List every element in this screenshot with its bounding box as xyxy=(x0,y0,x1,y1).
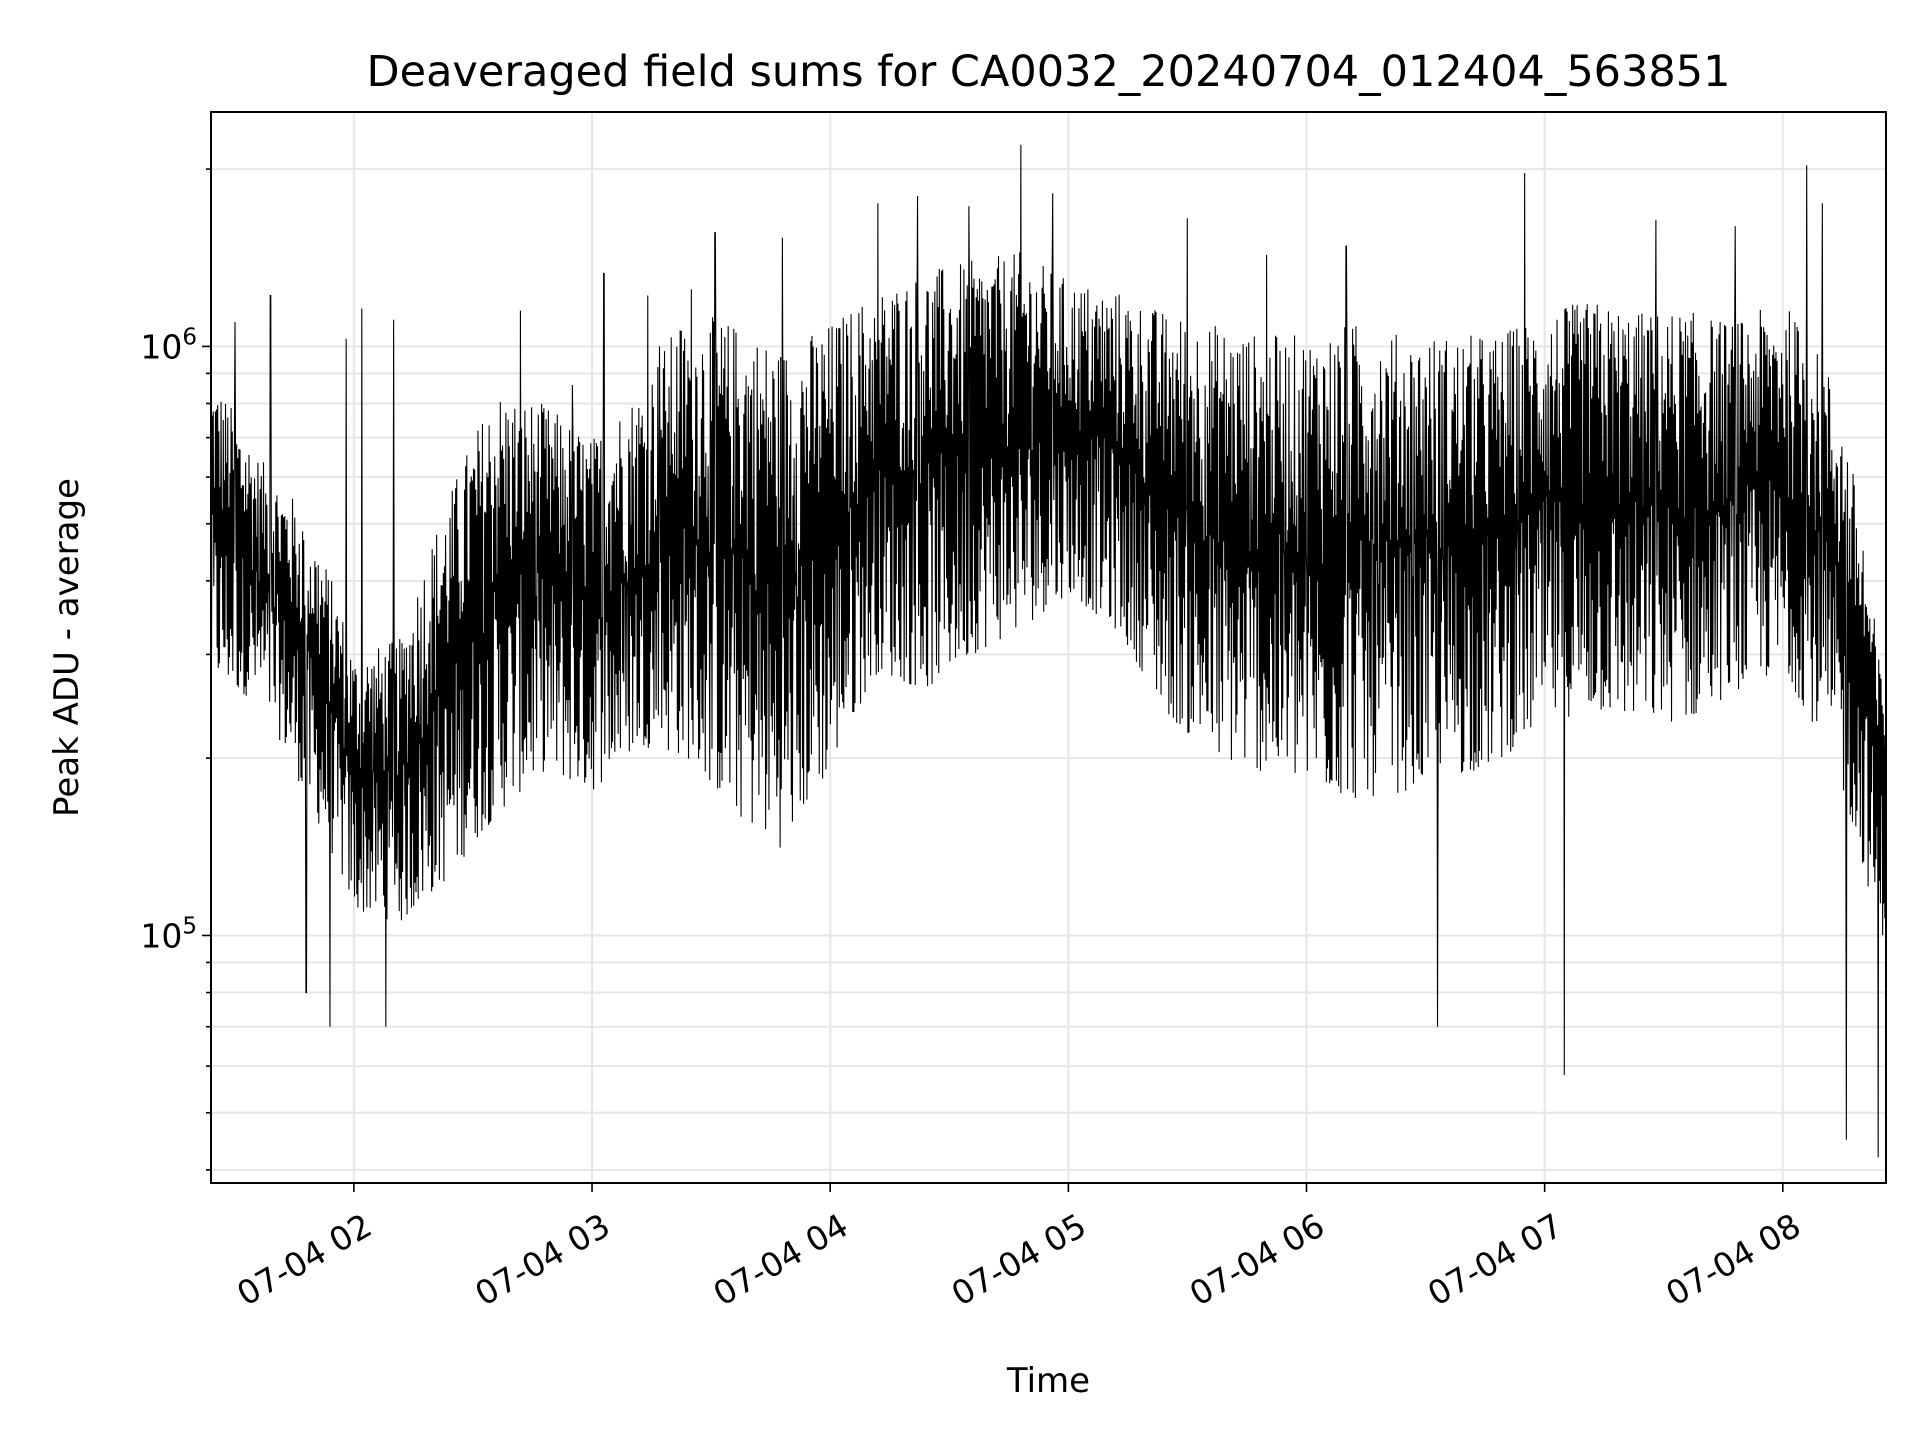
chart-title: Deaveraged field sums for CA0032_2024070… xyxy=(367,47,1731,97)
plot-frame xyxy=(210,111,1887,1184)
series-line xyxy=(210,144,1887,1158)
y-tick-label: 106 xyxy=(140,324,197,366)
y-axis-label: Peak ADU - average xyxy=(47,478,87,817)
y-tick-label: 105 xyxy=(140,913,197,955)
x-axis-label: Time xyxy=(1006,1361,1090,1401)
series-layer xyxy=(210,144,1887,1158)
